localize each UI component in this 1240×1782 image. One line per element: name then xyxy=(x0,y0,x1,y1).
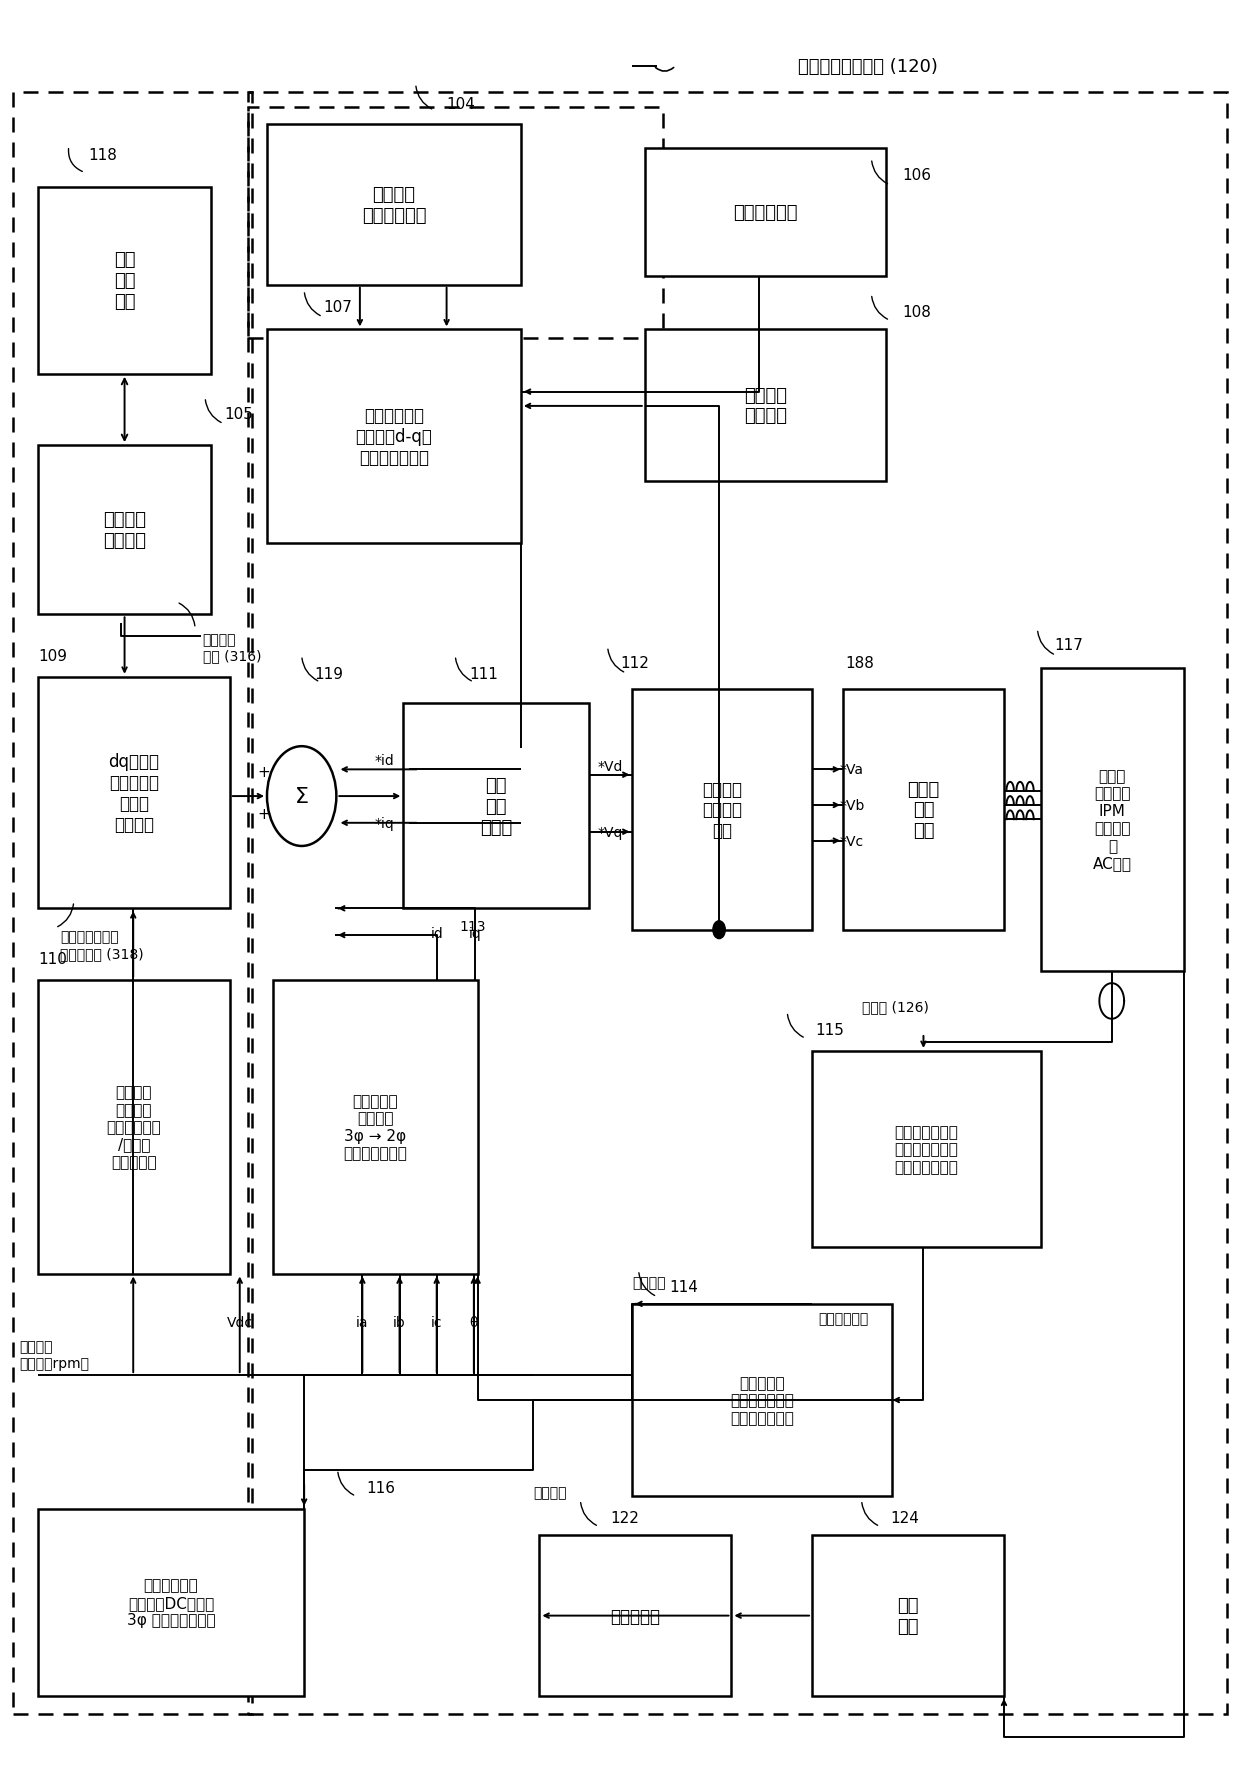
Text: id: id xyxy=(430,927,443,941)
Text: *Vc: *Vc xyxy=(839,834,863,848)
Text: 108: 108 xyxy=(903,305,931,319)
Text: 计算模块
（例如，
调整后的电压
/速度比
计算模块）: 计算模块 （例如， 调整后的电压 /速度比 计算模块） xyxy=(107,1085,161,1169)
Bar xyxy=(38,187,211,374)
Text: *Vb: *Vb xyxy=(839,798,864,813)
Bar xyxy=(14,93,252,1714)
Text: ia: ia xyxy=(356,1315,368,1329)
Text: +: + xyxy=(257,764,269,779)
Bar xyxy=(645,148,887,276)
Bar xyxy=(38,980,229,1274)
Text: 调整后的电压／
速度比数据 (318): 调整后的电压／ 速度比数据 (318) xyxy=(61,930,144,960)
Text: 相位转换器
（例如，
3φ → 2φ
电流帕克变换）: 相位转换器 （例如， 3φ → 2φ 电流帕克变换） xyxy=(343,1094,407,1160)
Text: ib: ib xyxy=(393,1315,405,1329)
Text: ic: ic xyxy=(432,1315,443,1329)
Text: 110: 110 xyxy=(38,952,67,966)
Text: 辅助处理模块
（例如，DC总线和
3φ 电流处理模块）: 辅助处理模块 （例如，DC总线和 3φ 电流处理模块） xyxy=(126,1577,216,1627)
Text: +: + xyxy=(257,807,269,822)
Bar xyxy=(38,446,211,615)
Bar xyxy=(812,1536,1004,1696)
Text: 逆变器
切换
电路: 逆变器 切换 电路 xyxy=(908,781,940,839)
Text: 107: 107 xyxy=(324,299,352,314)
Text: 主处理模块
（例如，位置和
速度处理模块）: 主处理模块 （例如，位置和 速度处理模块） xyxy=(730,1376,795,1426)
Text: 115: 115 xyxy=(816,1023,844,1037)
Text: 112: 112 xyxy=(620,656,650,670)
Text: 扭矩命令
生成模块: 扭矩命令 生成模块 xyxy=(103,511,146,551)
Text: 机械轴 (126): 机械轴 (126) xyxy=(862,1000,929,1014)
Text: θ: θ xyxy=(470,1315,479,1329)
Text: 速度数据
（例如，rpm）: 速度数据 （例如，rpm） xyxy=(20,1340,89,1370)
Bar xyxy=(645,330,887,481)
Bar xyxy=(248,93,1226,1714)
Text: 电子数据处理系统 (120): 电子数据处理系统 (120) xyxy=(797,57,937,75)
Circle shape xyxy=(713,921,725,939)
Text: 原始位置信号: 原始位置信号 xyxy=(818,1312,868,1326)
Text: iq: iq xyxy=(469,927,481,941)
Text: *iq: *iq xyxy=(374,816,394,830)
Text: 脉冲宽度
调制生成
模块: 脉冲宽度 调制生成 模块 xyxy=(702,781,743,839)
Bar xyxy=(843,690,1004,930)
Text: dq轴电流
生成管理器
（例如
查找表）: dq轴电流 生成管理器 （例如 查找表） xyxy=(108,752,160,834)
Text: *Vd: *Vd xyxy=(598,759,622,773)
Text: 车辆
数据
总线: 车辆 数据 总线 xyxy=(114,251,135,310)
Text: 111: 111 xyxy=(469,666,498,681)
Text: *Vq: *Vq xyxy=(598,825,622,839)
Text: Σ: Σ xyxy=(295,786,309,807)
Bar xyxy=(403,704,589,909)
Text: 扭矩命令
数据 (316): 扭矩命令 数据 (316) xyxy=(202,633,262,663)
Text: 感测
电路: 感测 电路 xyxy=(898,1597,919,1636)
Text: *id: *id xyxy=(374,754,394,768)
Bar xyxy=(812,1051,1042,1247)
Bar xyxy=(539,1536,732,1696)
Text: 电流成形模块: 电流成形模块 xyxy=(733,203,797,221)
Text: 105: 105 xyxy=(224,406,253,421)
Text: 终端电压
反馈模块: 终端电压 反馈模块 xyxy=(744,387,787,426)
Text: 188: 188 xyxy=(846,656,874,670)
Text: 124: 124 xyxy=(890,1511,919,1525)
Bar xyxy=(632,690,812,930)
Text: 传感器（例如，
分解器或编码器
或位置传感器）: 传感器（例如， 分解器或编码器 或位置传感器） xyxy=(894,1124,959,1174)
Text: 116: 116 xyxy=(366,1481,396,1495)
Bar xyxy=(273,980,477,1274)
Text: 122: 122 xyxy=(610,1511,639,1525)
Text: 114: 114 xyxy=(670,1279,698,1294)
Text: 113: 113 xyxy=(459,920,486,934)
Text: *Va: *Va xyxy=(839,763,863,777)
Text: 转子磁体
温度估算模块: 转子磁体 温度估算模块 xyxy=(362,185,427,225)
Text: 117: 117 xyxy=(1054,638,1083,652)
Bar xyxy=(267,125,521,285)
Bar xyxy=(248,107,663,339)
Text: 速度数据: 速度数据 xyxy=(533,1486,567,1500)
Text: 电流调整模块
（例如，d-q轴
电流调整模块）: 电流调整模块 （例如，d-q轴 电流调整模块） xyxy=(356,406,433,467)
Text: 电动机
（例如，
IPM
电动机）
或
AC电机: 电动机 （例如， IPM 电动机） 或 AC电机 xyxy=(1092,768,1132,871)
Text: 118: 118 xyxy=(88,148,117,164)
Text: 104: 104 xyxy=(446,96,475,112)
Text: Vdc: Vdc xyxy=(227,1315,253,1329)
Circle shape xyxy=(267,747,336,846)
Text: 109: 109 xyxy=(38,649,67,663)
Text: 电流
调整
控制器: 电流 调整 控制器 xyxy=(480,777,512,836)
Bar xyxy=(38,677,229,909)
Bar xyxy=(1042,668,1183,971)
Bar xyxy=(38,1509,304,1696)
Bar xyxy=(267,330,521,544)
Bar xyxy=(632,1304,893,1497)
Text: 119: 119 xyxy=(315,666,343,681)
Text: 模数转换器: 模数转换器 xyxy=(610,1607,661,1625)
Text: 位置数据: 位置数据 xyxy=(632,1276,666,1290)
Text: 106: 106 xyxy=(903,168,931,184)
